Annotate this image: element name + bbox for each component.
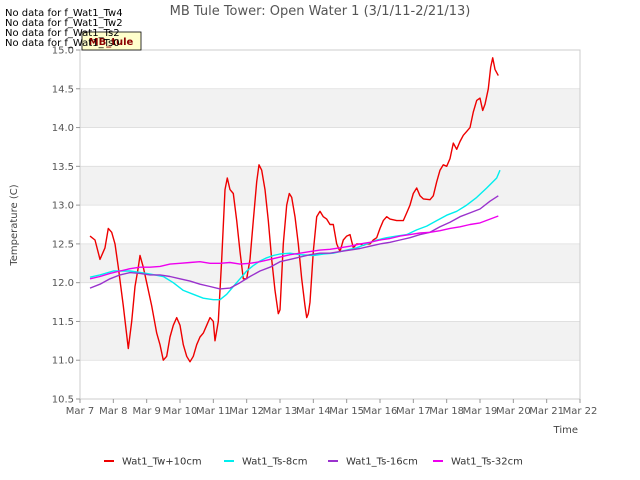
y-axis-label: Temperature (C) — [9, 184, 20, 266]
series-line-wat1-ts-32cm — [89, 215, 499, 280]
y-tick-label: 13.0 — [52, 201, 74, 212]
x-axis-label: Time — [553, 425, 578, 436]
legend-label: Wat1_Ts-32cm — [451, 457, 523, 468]
grid-band — [80, 321, 580, 361]
y-tick-label: 11.0 — [52, 356, 74, 367]
site-label: MB_tule — [89, 37, 134, 48]
x-tick-label: Mar 9 — [132, 406, 160, 417]
legend-label: Wat1_Ts-8cm — [242, 457, 308, 468]
y-tick-label: 14.0 — [52, 123, 74, 134]
y-axis: 10.5 11.0 11.5 12.0 12.5 13.0 13.5 14.0 14.5 15.0 — [52, 46, 80, 406]
chart-title: MB Tule Tower: Open Water 1 (3/1/11-2/21… — [170, 4, 471, 19]
legend-item: Wat1_Tw+10cm — [104, 457, 202, 468]
plot-bands — [80, 88, 580, 361]
y-tick-label: 10.5 — [52, 395, 74, 406]
x-tick-label: Mar 13 — [263, 406, 298, 417]
x-tick-label: Mar 22 — [563, 406, 598, 417]
x-tick-label: Mar 12 — [229, 406, 264, 417]
legend: Wat1_Tw+10cm Wat1_Ts-8cm Wat1_Ts-16cm Wat1_… — [104, 457, 523, 468]
y-tick-label: 11.5 — [52, 317, 74, 328]
x-tick-label: Mar 8 — [99, 406, 127, 417]
y-tick-label: 14.5 — [52, 84, 74, 95]
grid-band — [80, 88, 580, 128]
grid-band — [80, 166, 580, 206]
x-tick-label: Mar 18 — [429, 406, 464, 417]
no-data-message: No data for f_Wat1_Tw2 — [5, 18, 123, 29]
x-tick-label: Mar 14 — [296, 406, 331, 417]
plot-frame — [79, 49, 581, 400]
x-tick-label: Mar 11 — [196, 406, 231, 417]
series-line-wat1-tw-10cm — [89, 57, 499, 363]
site-label-box: MB_tule — [81, 31, 142, 51]
x-tick-label: Mar 19 — [463, 406, 498, 417]
x-tick-label: Mar 10 — [163, 406, 198, 417]
plot-series — [89, 57, 501, 363]
x-tick-label: Mar 20 — [496, 406, 531, 417]
legend-item: Wat1_Ts-8cm — [224, 457, 308, 468]
x-tick-label: Mar 15 — [329, 406, 364, 417]
site-label-background — [81, 31, 142, 51]
legend-label: Wat1_Ts-16cm — [346, 457, 418, 468]
y-tick-label: 12.5 — [52, 239, 74, 250]
x-tick-label: Mar 21 — [529, 406, 564, 417]
x-tick-label: Mar 7 — [66, 406, 94, 417]
y-tick-label: 13.5 — [52, 162, 74, 173]
legend-item: Wat1_Ts-32cm — [433, 457, 523, 468]
legend-item: Wat1_Ts-16cm — [328, 457, 418, 468]
legend-label: Wat1_Tw+10cm — [122, 457, 202, 468]
x-tick-label: Mar 16 — [363, 406, 398, 417]
y-tick-label: 12.0 — [52, 278, 74, 289]
x-tick-label: Mar 17 — [396, 406, 431, 417]
y-tick-label: 15.0 — [52, 46, 74, 57]
no-data-message: No data for f_Wat1_Ts2 — [5, 28, 120, 39]
series-line-wat1-ts-8cm — [89, 169, 501, 301]
no-data-message: No data for f_Wat1_Tw4 — [5, 8, 123, 19]
no-data-message: No data for f_Wat1_Ts0 — [5, 38, 120, 49]
